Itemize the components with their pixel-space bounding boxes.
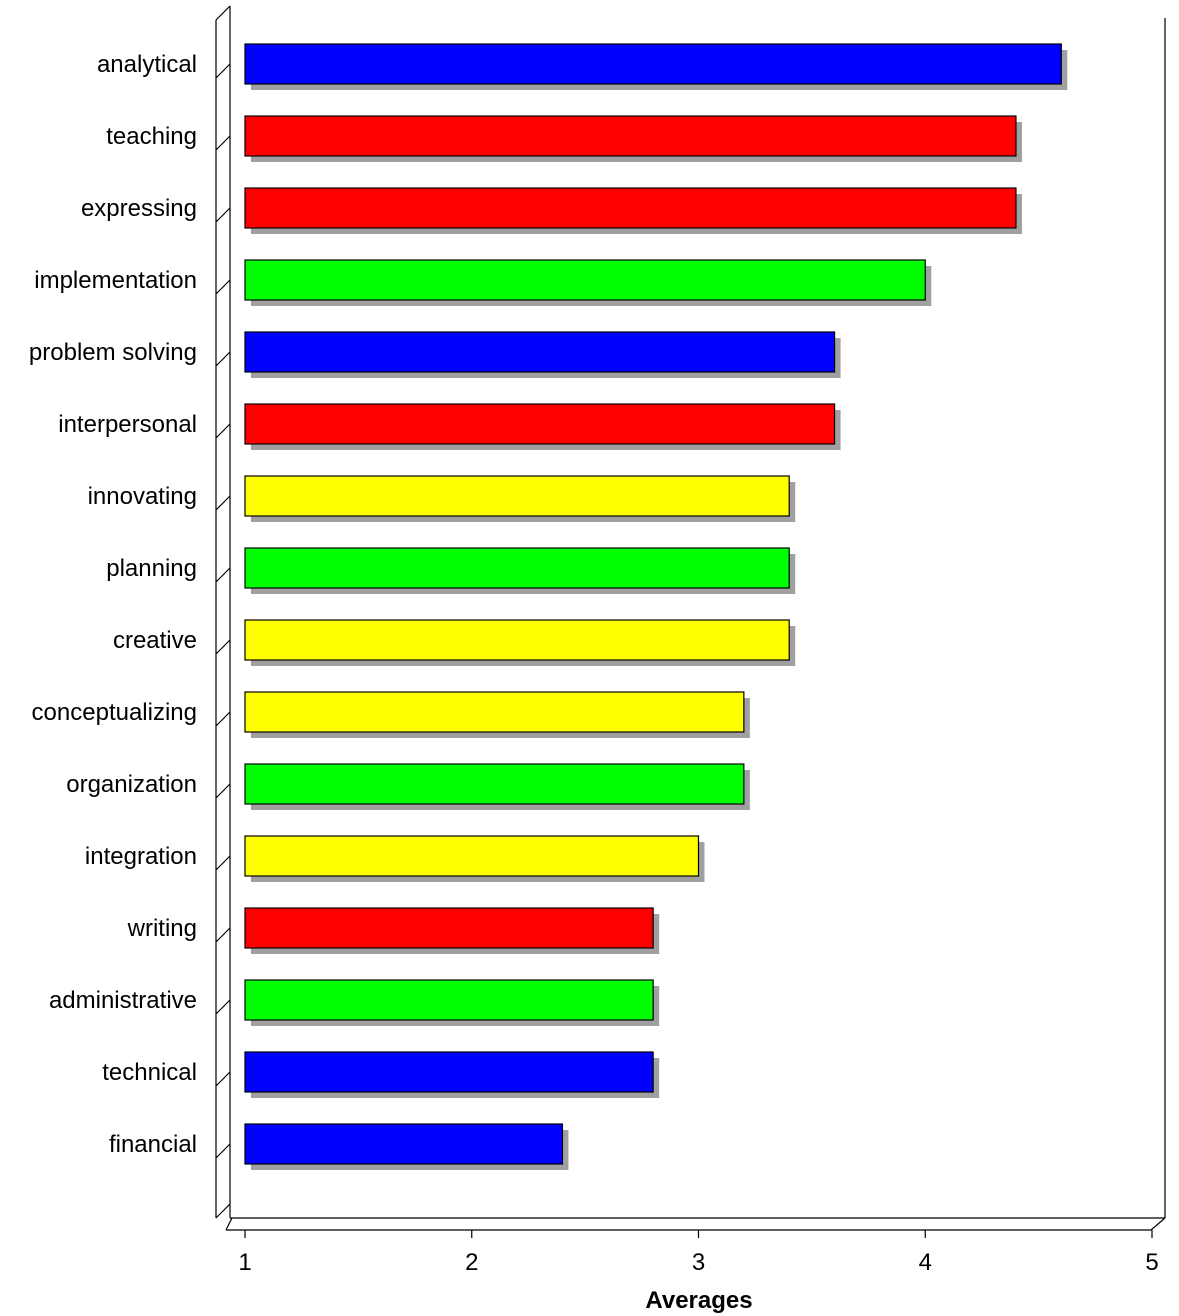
category-label: expressing: [81, 195, 197, 222]
bar: [244, 259, 926, 301]
category-label: problem solving: [29, 339, 197, 366]
bar-conceptualizing: [244, 691, 750, 738]
y-tick-mark: [215, 1143, 231, 1159]
category-label: organization: [66, 771, 197, 798]
x-tick-label: 5: [1145, 1249, 1158, 1276]
bar: [244, 403, 836, 445]
y-tick-mark: [215, 495, 231, 511]
bar: [244, 547, 790, 589]
x-axis-title: Averages: [645, 1287, 752, 1314]
y-tick-mark: [215, 207, 231, 223]
chart-frame: [215, 5, 1166, 1231]
x-tick-label: 3: [692, 1249, 705, 1276]
bar-innovating: [244, 475, 796, 522]
bar-teaching: [244, 115, 1022, 162]
bar-integration: [244, 835, 705, 882]
bar-organization: [244, 763, 750, 810]
category-label: integration: [85, 843, 197, 870]
y-tick-mark: [215, 783, 231, 799]
bar: [244, 475, 790, 517]
floor-corner-right: [1150, 1217, 1166, 1231]
floor-corner-left: [225, 1217, 233, 1231]
category-labels: analytical teaching expressing implementati…: [29, 51, 197, 1158]
category-label: innovating: [88, 483, 197, 510]
y-tick-mark: [215, 135, 231, 151]
x-tick-label: 1: [238, 1249, 251, 1276]
bar-expressing: [244, 187, 1022, 234]
category-label: teaching: [106, 123, 197, 150]
bar-problem-solving: [244, 331, 841, 378]
y-tick-mark: [215, 423, 231, 439]
floor-left-edge: [215, 1203, 231, 1219]
y-tick-mark: [215, 855, 231, 871]
y-tick-mark: [215, 351, 231, 367]
bar: [244, 187, 1017, 229]
bar-implementation: [244, 259, 932, 306]
bar-writing: [244, 907, 660, 954]
bar-interpersonal: [244, 403, 841, 450]
y-tick-mark: [215, 279, 231, 295]
bar: [244, 43, 1062, 85]
bar: [244, 619, 790, 661]
bar-analytical: [244, 43, 1068, 90]
x-tick-label: 4: [919, 1249, 932, 1276]
category-label: conceptualizing: [32, 699, 197, 726]
x-tick-label: 2: [465, 1249, 478, 1276]
bar: [244, 1123, 564, 1165]
bar-planning: [244, 547, 796, 594]
y-tick-mark: [215, 567, 231, 583]
category-label: creative: [113, 627, 197, 654]
left-wall-top-edge: [215, 5, 231, 21]
bar: [244, 979, 654, 1021]
bar: [244, 907, 654, 949]
bar: [244, 691, 745, 733]
bar: [244, 115, 1017, 157]
bars-group: [244, 43, 1068, 1170]
y-tick-mark: [215, 63, 231, 79]
y-tick-mark: [215, 927, 231, 943]
bar-creative: [244, 619, 796, 666]
bar: [244, 331, 836, 373]
bar-administrative: [244, 979, 660, 1026]
category-label: interpersonal: [58, 411, 197, 438]
category-label: technical: [102, 1059, 197, 1086]
category-label: writing: [127, 915, 197, 942]
bar: [244, 763, 745, 805]
y-tick-mark: [215, 999, 231, 1015]
bar-financial: [244, 1123, 569, 1170]
category-label: planning: [106, 555, 197, 582]
y-tick-mark: [215, 711, 231, 727]
x-axis-ticks: 1 2 3 4 5: [238, 1230, 1159, 1276]
category-label: financial: [109, 1131, 197, 1158]
y-tick-mark: [215, 639, 231, 655]
category-label: analytical: [97, 51, 197, 78]
category-label: implementation: [34, 267, 197, 294]
category-label: administrative: [49, 987, 197, 1014]
y-tick-mark: [215, 1071, 231, 1087]
bar: [244, 1051, 654, 1093]
bar-technical: [244, 1051, 660, 1098]
bar: [244, 835, 700, 877]
